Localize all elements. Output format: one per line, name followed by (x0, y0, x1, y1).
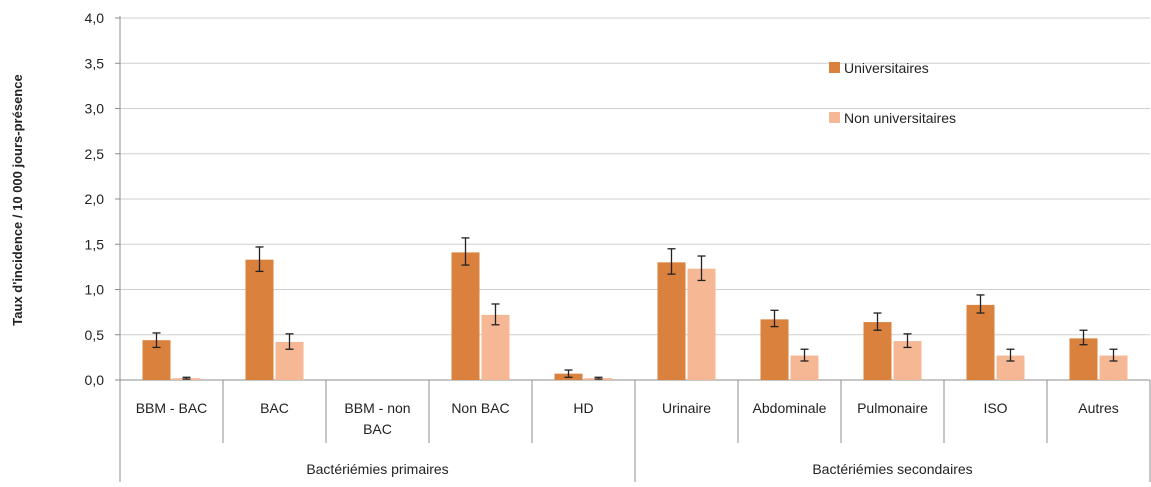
x-category-label: Urinaire (662, 400, 711, 416)
x-category-label: BAC (260, 400, 289, 416)
bar (451, 252, 480, 380)
legend-entry: Universitaires (844, 60, 929, 76)
x-group-label: Bactériémies secondaires (812, 461, 972, 477)
y-tick-label: 3,5 (85, 55, 105, 71)
bar (966, 304, 995, 380)
x-category-label: BBM - BAC (136, 400, 208, 416)
axis-labels: 0,0 0,5 1,0 1,5 2,0 2,5 3,0 3,5 4,0 BBM - BAC BAC B… (85, 10, 1119, 477)
legend-swatch (829, 112, 840, 123)
x-category-label: BAC (363, 421, 392, 437)
y-tick-label: 0,0 (85, 372, 105, 388)
y-tick-label: 0,5 (85, 327, 105, 343)
x-category-label: Autres (1078, 400, 1118, 416)
bar (245, 259, 274, 380)
legend-entry: Non universitaires (844, 110, 956, 126)
grid-lines (120, 17, 1150, 336)
y-tick-label: 3,0 (85, 101, 105, 117)
bar (863, 322, 892, 380)
error-bars (152, 237, 1118, 380)
y-tick-label: 2,0 (85, 191, 105, 207)
x-category-label: BBM - non (344, 400, 410, 416)
legend-swatch (829, 62, 840, 73)
x-category-label: Abdominale (753, 400, 827, 416)
y-tick-label: 4,0 (85, 10, 105, 26)
bars (142, 252, 1128, 380)
x-group-label: Bactériémies primaires (306, 461, 448, 477)
y-tick-label: 1,5 (85, 236, 105, 252)
y-tick-label: 2,5 (85, 146, 105, 162)
x-category-label: Pulmonaire (857, 400, 928, 416)
x-category-label: Non BAC (451, 400, 509, 416)
x-category-label: ISO (983, 400, 1007, 416)
legend: Universitaires Non universitaires (829, 60, 956, 126)
bar (687, 268, 716, 380)
x-category-label: HD (573, 400, 593, 416)
y-tick-label: 1,0 (85, 282, 105, 298)
bar (481, 314, 510, 380)
bar (657, 262, 686, 380)
bar (760, 319, 789, 380)
y-axis-label: Taux d'incidence / 10 000 jours-présence (10, 74, 25, 325)
